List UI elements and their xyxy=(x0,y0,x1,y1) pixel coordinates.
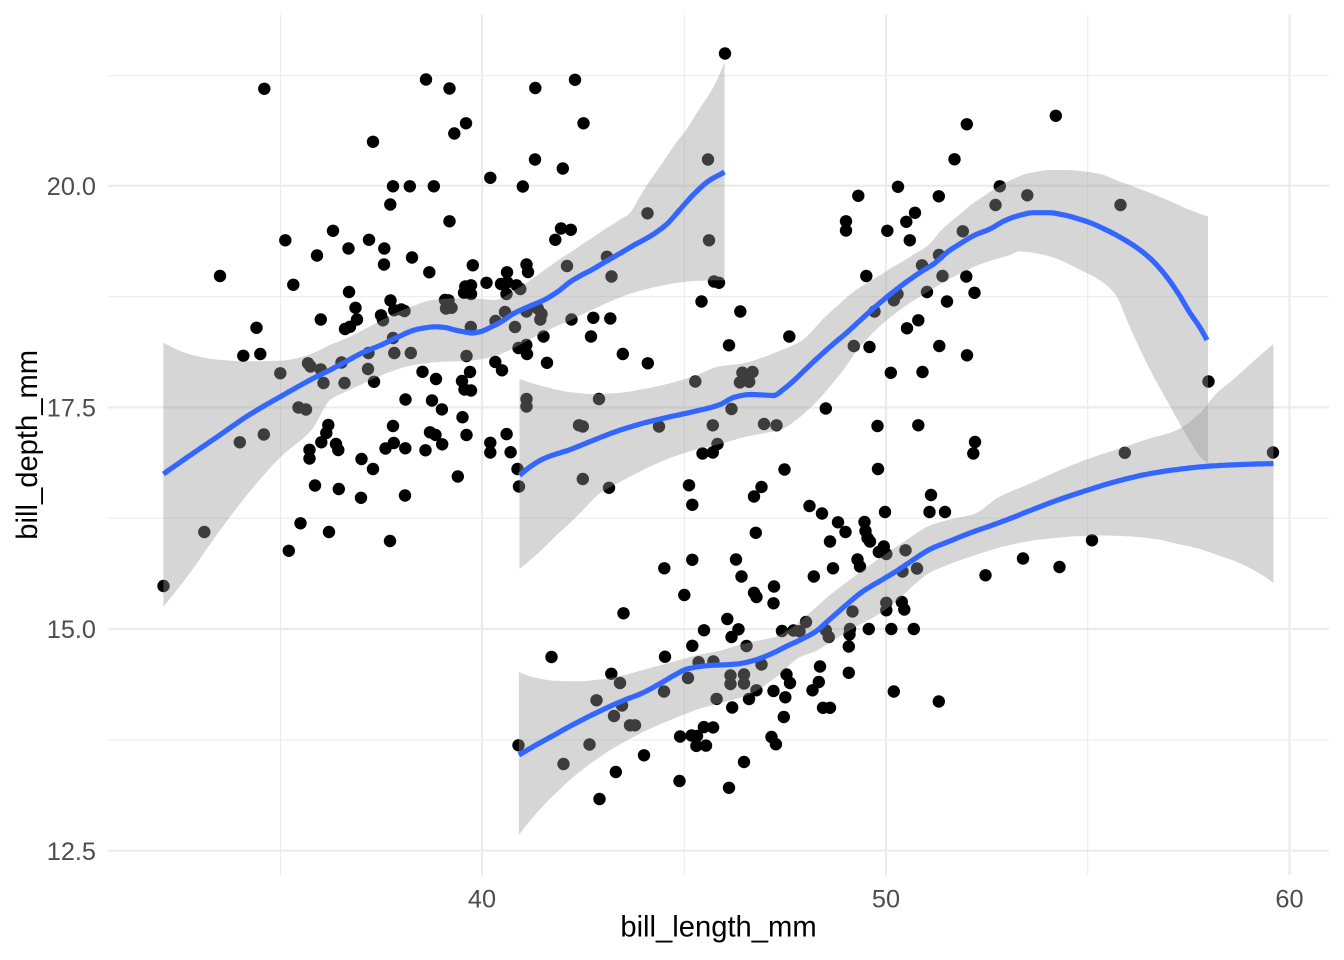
svg-text:bill_depth_mm: bill_depth_mm xyxy=(12,350,44,540)
svg-text:50: 50 xyxy=(872,885,900,913)
svg-text:40: 40 xyxy=(468,885,496,913)
svg-text:60: 60 xyxy=(1275,885,1303,913)
svg-text:12.5: 12.5 xyxy=(47,838,96,866)
svg-text:15.0: 15.0 xyxy=(47,616,96,644)
svg-text:17.5: 17.5 xyxy=(47,395,96,423)
svg-text:bill_length_mm: bill_length_mm xyxy=(620,912,816,944)
svg-text:20.0: 20.0 xyxy=(47,173,96,201)
